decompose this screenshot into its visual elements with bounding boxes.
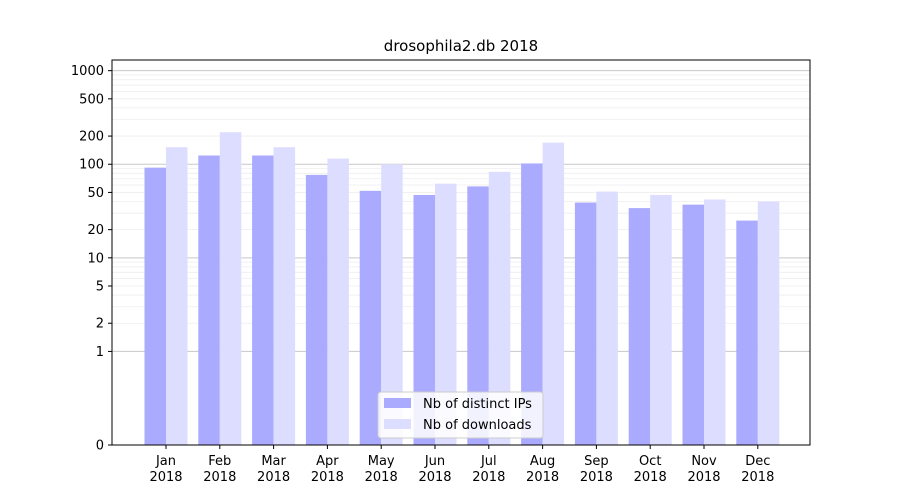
bar-downloads xyxy=(757,201,780,445)
bars-layer xyxy=(144,132,780,445)
x-tick-label: Dec 2018 xyxy=(741,454,774,485)
bar-distinct-ips xyxy=(198,155,220,445)
y-tick-label: 50 xyxy=(87,186,104,201)
bar-distinct-ips xyxy=(413,194,435,445)
bar-distinct-ips xyxy=(628,208,651,445)
bar-distinct-ips xyxy=(467,186,489,445)
bar-downloads xyxy=(166,147,188,445)
bar-distinct-ips xyxy=(574,202,597,445)
y-tick-label: 500 xyxy=(79,92,104,107)
axis-layer: 0 1 2 5 10 20 50 100 200 500 1000 Jan 2018 Feb 2018 Mar… xyxy=(71,64,774,485)
legend-swatch xyxy=(384,419,411,429)
legend-swatch xyxy=(384,398,411,408)
bar-downloads xyxy=(219,132,242,445)
bar-distinct-ips xyxy=(521,163,543,445)
bar-downloads xyxy=(435,183,457,445)
x-tick-label: Oct 2018 xyxy=(634,454,667,485)
bar-downloads xyxy=(542,142,565,445)
bar-downloads xyxy=(596,191,618,445)
bar-distinct-ips xyxy=(252,155,274,445)
bar-distinct-ips xyxy=(359,190,382,445)
x-tick-label: Aug 2018 xyxy=(526,454,559,485)
x-tick-label: Jul 2018 xyxy=(472,454,505,485)
legend-box xyxy=(377,391,544,439)
x-tick-label: Jan 2018 xyxy=(149,454,182,485)
chart-title: drosophila2.db 2018 xyxy=(384,37,538,55)
y-tick-label: 2 xyxy=(96,317,104,332)
y-tick-label: 100 xyxy=(79,158,104,173)
bar-downloads xyxy=(327,158,349,445)
y-tick-label: 0 xyxy=(96,439,104,454)
legend-label: Nb of distinct IPs xyxy=(423,397,532,412)
bar-distinct-ips xyxy=(144,167,166,445)
x-tick-label: Nov 2018 xyxy=(687,454,720,485)
legend-label: Nb of downloads xyxy=(423,418,532,433)
bar-downloads xyxy=(704,199,726,445)
bar-downloads xyxy=(273,147,296,445)
y-tick-label: 20 xyxy=(87,223,104,238)
plot-frame xyxy=(111,59,811,446)
bar-downloads xyxy=(650,194,672,445)
y-tick-label: 1 xyxy=(96,345,104,360)
x-tick-label: Jun 2018 xyxy=(418,454,451,485)
y-tick-label: 1000 xyxy=(71,64,104,79)
bar-distinct-ips xyxy=(305,174,328,445)
x-tick-label: Mar 2018 xyxy=(257,454,290,485)
bar-distinct-ips xyxy=(682,204,704,445)
x-tick-label: Feb 2018 xyxy=(203,454,236,485)
y-tick-label: 200 xyxy=(79,130,104,145)
x-tick-label: Sep 2018 xyxy=(580,454,613,485)
y-tick-label: 10 xyxy=(87,251,104,266)
legend: Nb of distinct IPs Nb of downloads xyxy=(377,391,544,439)
y-tick-label: 5 xyxy=(96,280,104,295)
x-tick-label: May 2018 xyxy=(365,454,398,485)
bar-distinct-ips xyxy=(736,220,758,445)
x-tick-label: Apr 2018 xyxy=(311,454,344,485)
bar-downloads xyxy=(381,164,403,445)
bar-downloads xyxy=(488,171,511,445)
